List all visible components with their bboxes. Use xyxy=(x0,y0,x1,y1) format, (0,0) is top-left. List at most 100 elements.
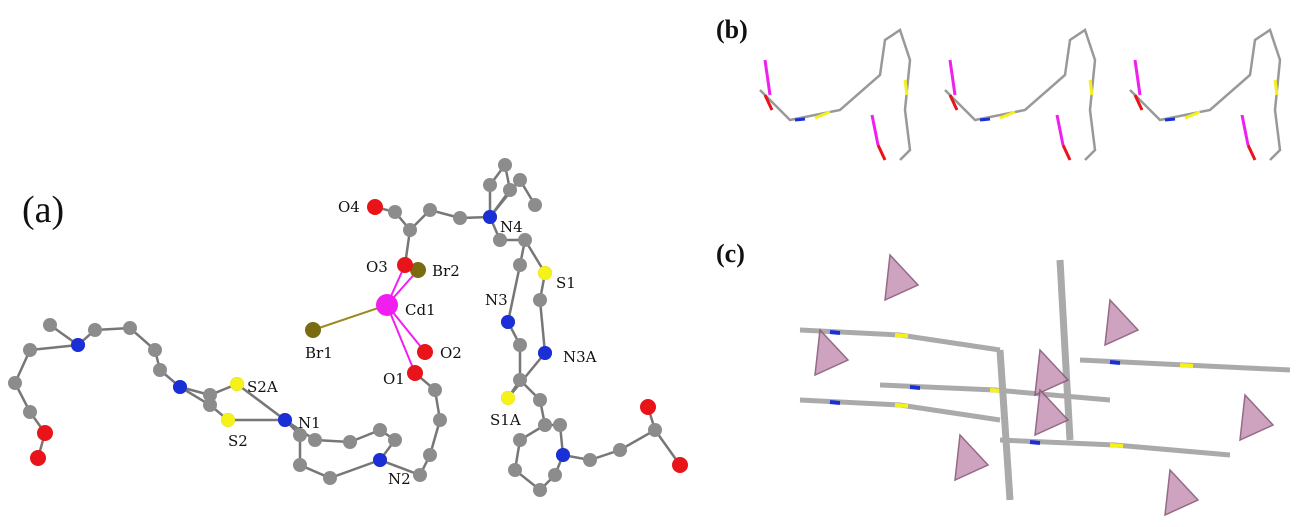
sulfur xyxy=(1180,365,1193,366)
atom xyxy=(407,365,423,381)
atom xyxy=(23,405,37,419)
atom xyxy=(453,211,467,225)
figure: (a) (b) (c) O4N4O3Br2S1Cd1N3Br1O2N3AO1S2… xyxy=(0,0,1307,527)
atom xyxy=(640,399,656,415)
atom xyxy=(278,413,292,427)
oxygen xyxy=(878,145,885,160)
atom xyxy=(308,433,322,447)
nitrogen xyxy=(910,387,920,388)
atom xyxy=(373,453,387,467)
atom-label: O2 xyxy=(440,344,462,362)
atom xyxy=(433,413,447,427)
atom xyxy=(508,463,522,477)
atom-label: N2 xyxy=(388,470,411,488)
atom xyxy=(148,343,162,357)
chain xyxy=(1130,30,1280,160)
atom-label: Br2 xyxy=(432,262,460,280)
atom xyxy=(498,158,512,172)
atom xyxy=(397,257,413,273)
atom xyxy=(43,318,57,332)
atom xyxy=(305,322,321,338)
atom xyxy=(672,457,688,473)
atom-label: O3 xyxy=(366,258,388,276)
atom xyxy=(533,293,547,307)
atom xyxy=(423,448,437,462)
atom xyxy=(173,380,187,394)
sulfur xyxy=(905,80,907,95)
nitrogen xyxy=(795,119,805,120)
atom xyxy=(528,198,542,212)
tetrahedron xyxy=(885,255,918,300)
tetrahedron xyxy=(1105,300,1138,345)
cd xyxy=(765,60,770,95)
atom xyxy=(8,376,22,390)
chain xyxy=(945,30,1095,160)
atom xyxy=(501,391,515,405)
atom xyxy=(123,321,137,335)
atom xyxy=(373,423,387,437)
sulfur xyxy=(1110,445,1123,446)
atom xyxy=(423,203,437,217)
atom-label: S1A xyxy=(490,411,521,429)
cd xyxy=(1057,115,1063,145)
atom xyxy=(556,448,570,462)
atom xyxy=(417,344,433,360)
atom xyxy=(513,433,527,447)
atom xyxy=(553,418,567,432)
tetrahedron xyxy=(1240,395,1273,440)
atom xyxy=(501,315,515,329)
sulfur xyxy=(1090,80,1092,95)
nitrogen xyxy=(1110,362,1120,363)
packing-c xyxy=(800,255,1290,515)
atom-label: O1 xyxy=(383,370,405,388)
atom xyxy=(513,373,527,387)
atom xyxy=(503,183,517,197)
atom xyxy=(548,468,562,482)
atom xyxy=(538,266,552,280)
atom xyxy=(388,433,402,447)
atom xyxy=(583,453,597,467)
cd xyxy=(950,60,955,95)
coordination-bond xyxy=(313,305,387,330)
atom-label: S2A xyxy=(247,378,278,396)
atom xyxy=(483,178,497,192)
panel-label: (a) xyxy=(22,189,64,231)
atom xyxy=(648,423,662,437)
oxygen xyxy=(1248,145,1255,160)
chain xyxy=(1000,350,1010,500)
atom xyxy=(538,418,552,432)
atom-label: N3A xyxy=(563,348,597,366)
atom xyxy=(538,346,552,360)
atom xyxy=(483,210,497,224)
atom xyxy=(513,258,527,272)
atom xyxy=(343,435,357,449)
panel-label: (c) xyxy=(716,239,745,268)
atom-label: Br1 xyxy=(305,344,333,362)
nitrogen xyxy=(1165,119,1175,120)
atom xyxy=(153,363,167,377)
chain xyxy=(760,30,910,160)
atom xyxy=(376,294,398,316)
sulfur xyxy=(895,335,908,336)
atom-label: O4 xyxy=(338,198,360,216)
atom xyxy=(221,413,235,427)
atom-label: N1 xyxy=(298,414,321,432)
atom-label: N3 xyxy=(485,291,508,309)
atom xyxy=(203,398,217,412)
atom xyxy=(367,199,383,215)
atom xyxy=(613,443,627,457)
atom-label: Cd1 xyxy=(405,301,436,319)
cd xyxy=(1135,60,1140,95)
atom xyxy=(30,450,46,466)
sulfur xyxy=(895,405,908,406)
atom xyxy=(403,223,417,237)
atom xyxy=(513,338,527,352)
atom xyxy=(230,377,244,391)
atom xyxy=(388,205,402,219)
atom xyxy=(23,343,37,357)
tetrahedron xyxy=(1165,470,1198,515)
sulfur xyxy=(1275,80,1277,95)
bond xyxy=(410,165,545,353)
cd xyxy=(872,115,878,145)
